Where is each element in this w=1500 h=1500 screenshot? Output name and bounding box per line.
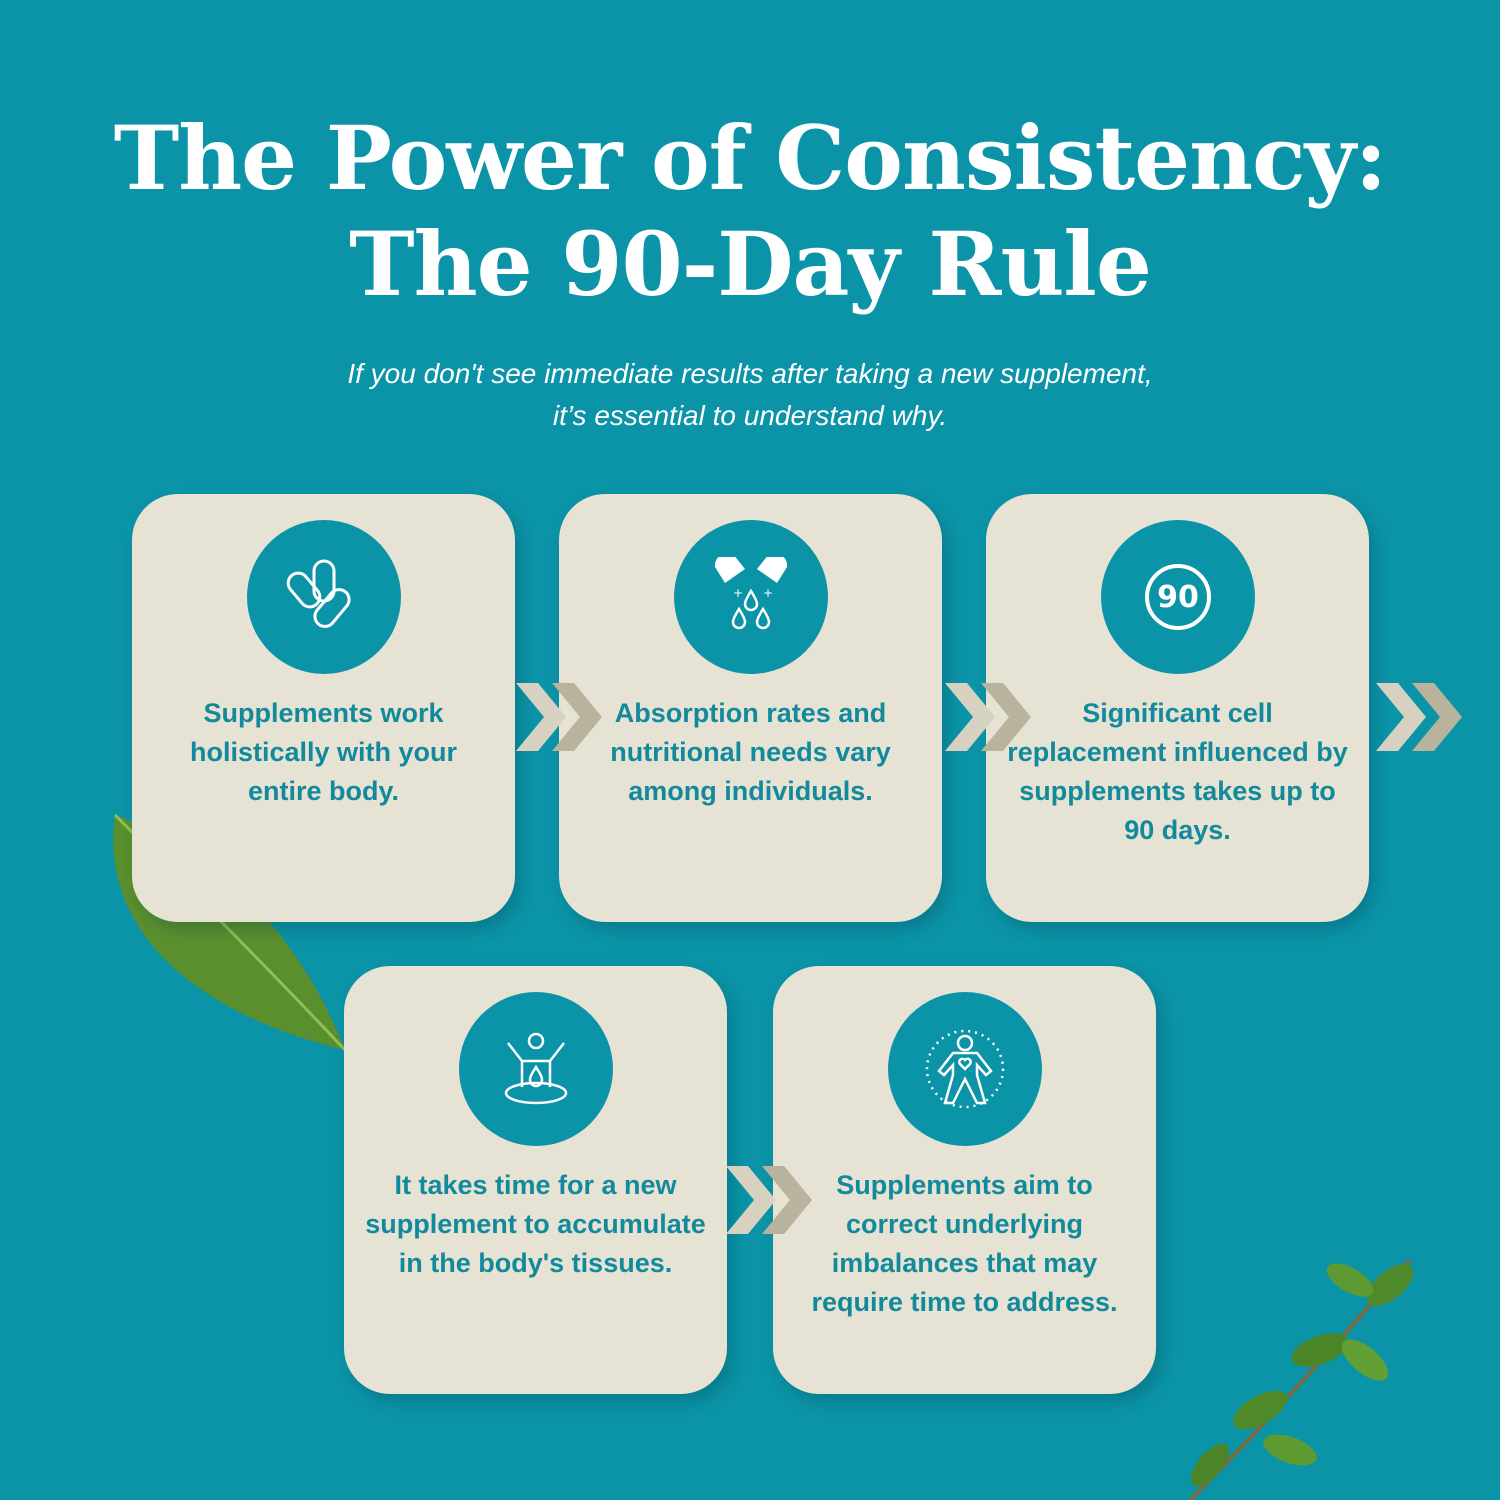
ninety-badge-icon: 90	[1145, 564, 1211, 630]
ninety-badge-label: 90	[1157, 579, 1199, 615]
card-accumulate: It takes time for a new supplement to ac…	[344, 966, 727, 1394]
card-text: Supplements work holistically with your …	[189, 698, 458, 806]
icon-circle	[459, 992, 613, 1146]
subtitle-line-2: it’s essential to understand why.	[552, 400, 948, 431]
card-text: Significant cell replacement influenced …	[1007, 698, 1348, 845]
subtitle: If you don't see immediate results after…	[0, 353, 1500, 437]
card-text: Absorption rates and nutritional needs v…	[610, 698, 891, 806]
card-imbalances: Supplements aim to correct underlying im…	[773, 966, 1156, 1394]
capsules-icon	[286, 559, 351, 628]
icon-circle	[888, 992, 1042, 1146]
title-line-1: The Power of Consistency:	[113, 106, 1388, 210]
icon-circle: 90	[1101, 520, 1255, 674]
body-absorption-icon	[504, 1032, 568, 1105]
page-title: The Power of Consistency: The 90-Day Rul…	[0, 105, 1500, 317]
icon-circle: + +	[674, 520, 828, 674]
card-absorption: + + Absorption rates and nutritional need…	[559, 494, 942, 922]
svg-text:+: +	[733, 586, 743, 600]
chevron-arrow-icon	[726, 1166, 812, 1234]
card-text: It takes time for a new supplement to ac…	[365, 1170, 706, 1278]
icon-circle	[247, 520, 401, 674]
title-line-2: The 90-Day Rule	[349, 212, 1152, 316]
chevron-arrow-icon	[516, 683, 602, 751]
card-holistic: Supplements work holistically with your …	[132, 494, 515, 922]
body-heart-aura-icon	[925, 1029, 1005, 1109]
svg-text:+: +	[763, 586, 773, 600]
chevron-arrow-icon	[945, 683, 1031, 751]
card-cell-replacement: 90 Significant cell replacement influenc…	[986, 494, 1369, 922]
chevron-arrow-icon	[1376, 683, 1462, 751]
subtitle-line-1: If you don't see immediate results after…	[347, 358, 1153, 389]
branch-decoration	[1188, 1258, 1414, 1500]
capsule-drops-icon: + +	[714, 557, 788, 630]
card-text: Supplements aim to correct underlying im…	[811, 1170, 1118, 1317]
